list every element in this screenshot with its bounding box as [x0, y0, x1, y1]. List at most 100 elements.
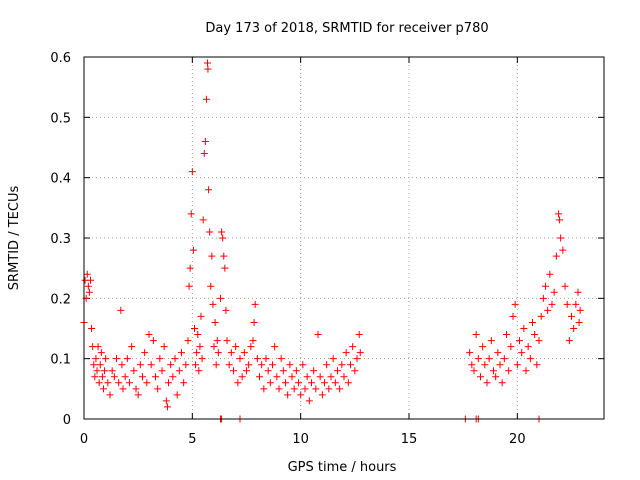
data-point: [222, 306, 230, 314]
data-point: [110, 373, 118, 381]
data-point: [550, 288, 558, 296]
plot-frame: [83, 56, 605, 420]
data-point: [570, 325, 578, 332]
data-point: [556, 216, 564, 224]
data-point: [188, 168, 196, 176]
data-point: [162, 397, 170, 405]
data-point: [94, 343, 102, 351]
y-tick-label: 0.3: [50, 232, 71, 247]
data-point: [316, 373, 324, 381]
data-point: [520, 325, 528, 332]
data-point: [196, 343, 204, 351]
data-point: [238, 373, 246, 381]
data-point: [180, 379, 188, 387]
data-point: [572, 300, 580, 308]
data-point: [524, 343, 532, 351]
data-point: [292, 367, 300, 375]
x-tick-label: 15: [401, 432, 418, 447]
data-point: [143, 379, 151, 387]
chart-title: Day 173 of 2018, SRMTID for receiver p78…: [205, 21, 488, 36]
data-point: [211, 318, 219, 326]
data-point: [563, 300, 571, 308]
data-point: [186, 264, 194, 272]
data-point: [271, 343, 279, 351]
data-point: [277, 355, 285, 363]
data-point: [555, 210, 562, 218]
data-point: [481, 361, 489, 369]
data-point: [249, 337, 257, 345]
data-point: [266, 379, 274, 387]
data-point: [158, 367, 166, 375]
data-point: [139, 373, 146, 381]
data-point: [191, 325, 198, 332]
data-point: [221, 264, 229, 272]
data-point: [479, 343, 487, 351]
data-point: [145, 331, 153, 339]
data-point: [149, 337, 157, 345]
data-point: [327, 373, 335, 381]
data-point: [526, 355, 534, 363]
y-tick-label: 0.4: [50, 172, 71, 187]
data-point: [338, 361, 346, 369]
data-point: [295, 379, 302, 387]
data-point: [344, 379, 352, 387]
data-point: [546, 270, 554, 278]
data-point: [195, 367, 203, 375]
data-point: [213, 337, 221, 345]
data-point: [353, 355, 361, 363]
data-point: [123, 355, 131, 363]
data-point: [490, 367, 497, 375]
data-point: [192, 361, 200, 369]
data-point: [574, 288, 582, 296]
data-point: [264, 367, 272, 375]
data-point: [230, 367, 237, 375]
data-point: [290, 385, 298, 393]
data-point: [102, 355, 110, 363]
data-point: [92, 355, 100, 363]
data-point: [468, 361, 476, 369]
data-point: [342, 349, 350, 357]
data-point: [557, 234, 565, 242]
data-point: [568, 312, 575, 320]
data-point: [273, 373, 281, 381]
data-point: [209, 300, 217, 308]
data-point: [101, 367, 109, 375]
data-point: [212, 361, 220, 369]
data-point: [98, 373, 106, 381]
data-point: [529, 318, 536, 326]
data-point: [184, 337, 192, 345]
data-point: [494, 349, 502, 357]
x-tick-label: 20: [509, 432, 526, 447]
data-point: [286, 361, 294, 369]
data-point: [318, 391, 326, 399]
data-point: [505, 367, 513, 375]
data-point: [83, 270, 91, 278]
data-point: [301, 385, 309, 393]
x-tick-label: 0: [80, 432, 88, 447]
data-point: [204, 65, 212, 73]
data-point: [297, 391, 305, 399]
tick-labels: 0 0.1 0.2 0.3 0.4 0.5 0.6 0 5 10 15 20: [50, 51, 525, 447]
data-point: [336, 385, 344, 393]
data-point: [305, 397, 313, 405]
data-point: [329, 355, 337, 363]
data-point: [282, 379, 289, 387]
data-point: [108, 367, 116, 375]
data-point: [243, 367, 250, 375]
data-point: [130, 367, 138, 375]
y-axis-label: SRMTID / TECUs: [7, 186, 22, 291]
data-point: [250, 318, 258, 326]
data-point: [539, 294, 547, 302]
data-point: [126, 379, 133, 387]
data-point: [189, 246, 197, 254]
data-point: [197, 312, 205, 320]
data-point: [314, 331, 322, 339]
data-point: [308, 379, 315, 387]
data-point: [93, 367, 101, 375]
data-point: [561, 282, 569, 290]
data-point: [321, 379, 328, 387]
data-point: [576, 306, 584, 314]
data-point: [225, 361, 233, 369]
y-tick-label: 0.2: [50, 292, 71, 307]
